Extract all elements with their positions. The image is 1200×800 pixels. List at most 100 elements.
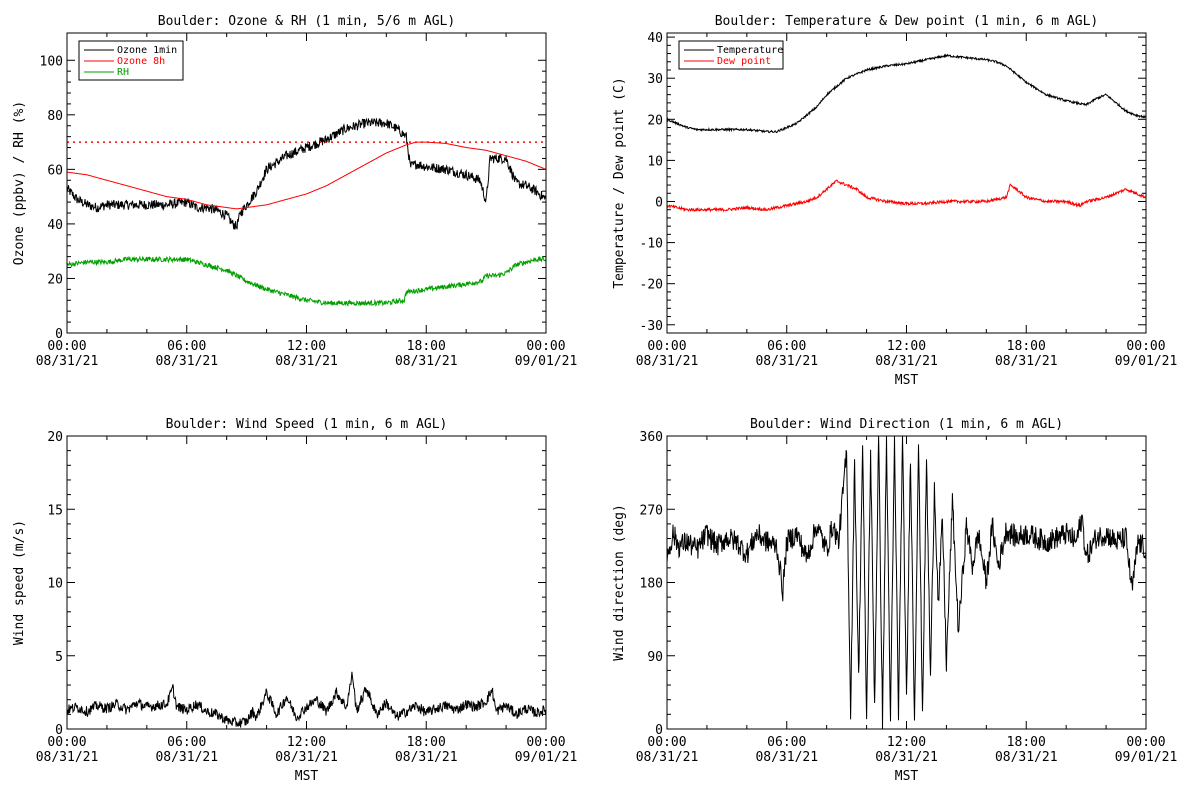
- x-tick-date: 09/01/21: [515, 354, 578, 369]
- x-tick-date: 08/31/21: [36, 750, 99, 765]
- series-line-ozone-8h: [67, 141, 546, 210]
- series-line-dew-point: [667, 179, 1146, 213]
- x-axis-label: MST: [295, 769, 319, 784]
- y-tick-label: 90: [647, 650, 663, 665]
- y-tick-label: 0: [655, 195, 663, 210]
- x-tick-label: 06:00: [767, 735, 806, 750]
- x-tick-date: 08/31/21: [155, 750, 218, 765]
- y-tick-label: 0: [55, 327, 63, 342]
- y-tick-label: 20: [47, 430, 63, 445]
- chart-title: Boulder: Wind Speed (1 min, 6 m AGL): [166, 417, 448, 432]
- x-tick-label: 06:00: [167, 735, 206, 750]
- y-tick-label: 5: [55, 650, 63, 665]
- y-axis-label: Wind direction (deg): [612, 504, 627, 661]
- x-tick-date: 08/31/21: [395, 750, 458, 765]
- x-tick-label: 00:00: [47, 339, 86, 354]
- chart-title: Boulder: Temperature & Dew point (1 min,…: [715, 14, 1099, 29]
- x-tick-date: 09/01/21: [1115, 750, 1178, 765]
- legend-box: [678, 40, 784, 70]
- legend-entry: Ozone 1min: [117, 45, 177, 56]
- chart-panel-4: Boulder: Wind Direction (1 min, 6 m AGL)…: [612, 417, 1177, 784]
- x-tick-label: 00:00: [47, 735, 86, 750]
- y-tick-label: -30: [640, 319, 663, 334]
- x-tick-label: 18:00: [407, 339, 446, 354]
- x-tick-label: 06:00: [767, 339, 806, 354]
- x-tick-label: 18:00: [1007, 339, 1046, 354]
- y-tick-label: 180: [640, 577, 663, 592]
- x-tick-date: 08/31/21: [875, 354, 938, 369]
- x-tick-date: 08/31/21: [155, 354, 218, 369]
- x-tick-date: 08/31/21: [875, 750, 938, 765]
- legend-box: [78, 40, 184, 81]
- y-tick-label: 20: [47, 272, 63, 287]
- y-axis-label: Ozone (ppbv) / RH (%): [12, 101, 27, 265]
- x-tick-date: 08/31/21: [636, 354, 699, 369]
- chart-panel-1: Boulder: Ozone & RH (1 min, 5/6 m AGL) Oz…: [12, 14, 577, 369]
- x-tick-label: 00:00: [1126, 339, 1165, 354]
- y-tick-label: 10: [647, 154, 663, 169]
- y-tick-label: 0: [655, 723, 663, 738]
- x-tick-label: 12:00: [887, 735, 926, 750]
- plot-frame: [666, 32, 1147, 334]
- x-tick-label: 00:00: [647, 735, 686, 750]
- x-tick-date: 08/31/21: [995, 750, 1058, 765]
- x-tick-label: 12:00: [287, 339, 326, 354]
- y-axis-label: Temperature / Dew point (C): [612, 77, 627, 288]
- y-tick-label: 15: [47, 503, 63, 518]
- y-tick-label: 60: [47, 163, 63, 178]
- chart-title: Boulder: Ozone & RH (1 min, 5/6 m AGL): [158, 14, 455, 29]
- x-tick-label: 18:00: [407, 735, 446, 750]
- x-tick-label: 06:00: [167, 339, 206, 354]
- y-tick-label: -20: [640, 278, 663, 293]
- y-tick-label: -10: [640, 237, 663, 252]
- x-tick-date: 08/31/21: [36, 354, 99, 369]
- legend-entry: RH: [117, 67, 129, 78]
- x-tick-date: 08/31/21: [275, 750, 338, 765]
- x-tick-date: 08/31/21: [995, 354, 1058, 369]
- y-tick-label: 30: [647, 72, 663, 87]
- x-tick-date: 08/31/21: [636, 750, 699, 765]
- y-tick-label: 80: [47, 109, 63, 124]
- x-tick-date: 09/01/21: [1115, 354, 1178, 369]
- chart-panel-2: Boulder: Temperature & Dew point (1 min,…: [612, 14, 1177, 388]
- x-tick-label: 12:00: [287, 735, 326, 750]
- y-axis-label: Wind speed (m/s): [12, 520, 27, 645]
- y-tick-label: 40: [47, 218, 63, 233]
- y-tick-label: 40: [647, 31, 663, 46]
- series-line-1: [667, 436, 1146, 729]
- plot-frame: [66, 435, 547, 730]
- y-tick-label: 10: [47, 577, 63, 592]
- x-axis-label: MST: [895, 373, 919, 388]
- plot-frame: [66, 32, 547, 334]
- x-tick-date: 08/31/21: [755, 354, 818, 369]
- y-tick-label: 0: [55, 723, 63, 738]
- plot-frame: [666, 435, 1147, 730]
- x-tick-label: 00:00: [1126, 735, 1165, 750]
- x-tick-date: 08/31/21: [755, 750, 818, 765]
- x-tick-date: 09/01/21: [515, 750, 578, 765]
- legend-entry: Ozone 8h: [117, 56, 165, 67]
- x-tick-label: 12:00: [887, 339, 926, 354]
- x-axis-label: MST: [895, 769, 919, 784]
- x-tick-label: 00:00: [526, 735, 565, 750]
- y-tick-label: 360: [640, 430, 663, 445]
- series-line-ozone-1min: [67, 117, 546, 230]
- series-line-temperature: [667, 53, 1146, 134]
- x-tick-label: 00:00: [526, 339, 565, 354]
- x-tick-date: 08/31/21: [275, 354, 338, 369]
- y-tick-label: 100: [40, 54, 63, 69]
- y-tick-label: 270: [640, 503, 663, 518]
- legend-entry: Temperature: [717, 45, 783, 56]
- chart-title: Boulder: Wind Direction (1 min, 6 m AGL): [750, 417, 1063, 432]
- x-tick-label: 00:00: [647, 339, 686, 354]
- chart-panel-3: Boulder: Wind Speed (1 min, 6 m AGL) Wind…: [12, 417, 577, 784]
- y-tick-label: 20: [647, 113, 663, 128]
- series-line-rh: [67, 255, 546, 307]
- legend-entry: Dew point: [717, 56, 771, 67]
- x-tick-date: 08/31/21: [395, 354, 458, 369]
- x-tick-label: 18:00: [1007, 735, 1046, 750]
- series-line-1: [67, 671, 546, 728]
